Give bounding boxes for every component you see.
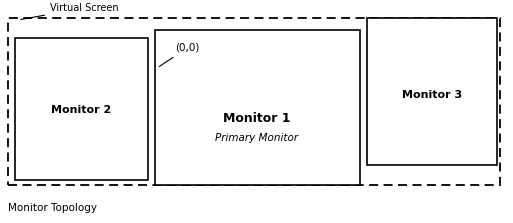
Text: Monitor 2: Monitor 2: [51, 105, 111, 115]
Text: Monitor Topology: Monitor Topology: [8, 203, 97, 213]
Bar: [367, 18, 497, 165]
Text: Monitor 3: Monitor 3: [402, 90, 462, 100]
Text: Monitor 1: Monitor 1: [223, 112, 291, 124]
Text: Primary Monitor: Primary Monitor: [215, 133, 299, 143]
Bar: [15, 38, 148, 180]
Bar: [155, 30, 360, 185]
Text: (0,0): (0,0): [160, 43, 200, 66]
Bar: [8, 18, 500, 185]
Text: Virtual Screen: Virtual Screen: [21, 3, 119, 19]
